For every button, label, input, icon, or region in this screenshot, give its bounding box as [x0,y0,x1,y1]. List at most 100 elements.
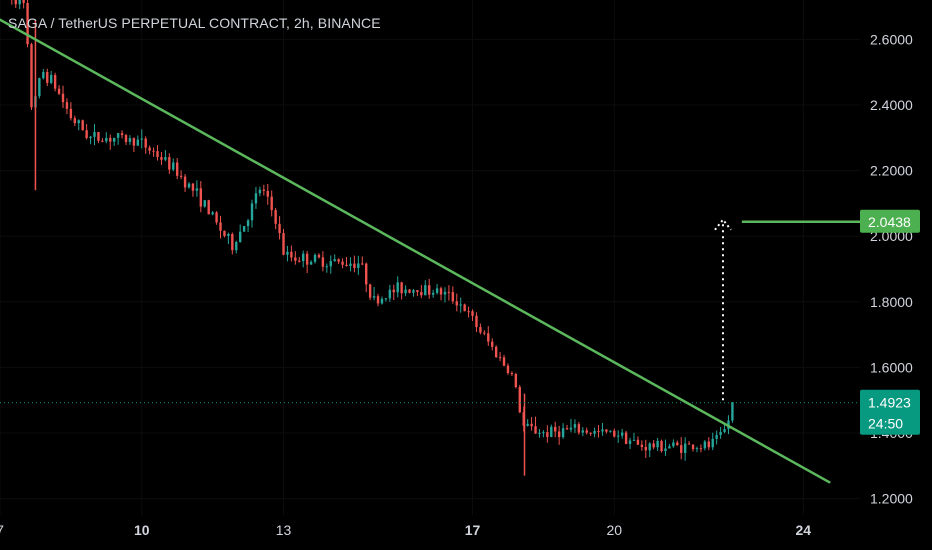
y-tick-label-0: 2.6000 [870,31,913,47]
candle-body [687,443,691,445]
bar-countdown-label: 24:50 [868,416,903,432]
candle-body [199,188,203,207]
trendline[interactable] [0,18,831,484]
candle-body [144,138,147,148]
candle-body [632,439,636,441]
candle-body [341,261,344,265]
candle-body [368,284,372,298]
candle-body [168,157,171,170]
x-tick-label-2: 13 [276,522,292,538]
price-axis[interactable]: 2.60002.40002.20002.00001.80001.60001.40… [870,31,913,506]
candle-body [156,151,159,158]
candle-body [116,133,120,138]
candle-body [207,200,210,215]
candle-body [463,304,466,312]
candle-body [518,387,521,413]
candle-body [333,259,336,262]
candle-body [30,44,33,108]
candle-body [530,423,533,427]
candle-body [101,140,104,142]
candle-body [699,448,703,450]
candle-body [321,257,325,267]
y-tick-label-5: 1.6000 [870,359,913,375]
candle-body [309,261,313,265]
y-tick-label-1: 2.4000 [870,97,913,113]
candle-body [227,233,230,236]
candle-body [640,444,644,447]
candle-body [487,333,490,342]
candle-body [676,442,679,446]
candle-body [416,290,419,293]
candle-body [683,443,687,453]
candle-body [392,289,395,293]
candle-body [140,138,143,140]
candle-body [506,365,510,374]
candle-body [148,147,151,151]
candle-body [349,263,352,267]
candle-body [624,432,628,444]
candle-body [53,75,57,89]
candle-body [325,266,329,268]
candle-body [294,257,297,261]
x-tick-label-3: 17 [465,522,481,538]
price-badges: 2.0438 1.4923 24:50 [860,209,920,435]
candle-body [61,93,65,103]
candle-body [514,374,518,388]
candle-body [254,193,258,204]
candle-body [585,430,588,433]
x-tick-label-4: 20 [606,522,622,538]
candle-body [715,434,718,439]
candle-body [691,444,695,450]
candle-body [573,424,577,428]
candle-body [620,432,624,436]
candle-body [305,253,309,265]
candle-body [270,196,273,211]
candle-body [38,78,41,97]
candle-body [57,88,61,94]
candle-body [376,296,380,304]
candle-body [89,136,92,139]
chart-grid [0,0,860,515]
overlays [0,18,860,484]
candle-body [420,292,423,296]
candle-body [601,429,604,432]
candle-body [443,291,447,295]
candle-body [191,183,195,191]
candle-body [431,292,435,295]
time-axis[interactable]: 7 10 13 17 20 24 [0,522,811,538]
candle-body [73,118,77,124]
last-price-label: 1.4923 [868,395,911,411]
candle-body [577,424,581,433]
candle-body [636,439,640,445]
candle-body [565,428,569,430]
candle-body [475,315,478,328]
candle-body [203,200,206,207]
candle-body [648,443,651,451]
candle-body [124,135,128,142]
candle-body [569,427,573,430]
candle-body [400,282,403,294]
candle-body [510,373,514,375]
candle-body [502,357,506,366]
candle-body [187,183,191,188]
y-tick-label-4: 1.8000 [870,294,913,310]
candle-body [298,260,301,262]
candle-body [266,190,269,197]
candle-body [396,282,399,293]
candle-body [112,137,116,142]
y-tick-label-7: 1.2000 [870,491,913,507]
candle-body [14,0,17,5]
candle-body [522,412,525,426]
candle-body [561,428,565,438]
candle-body [26,3,29,45]
candle-body [274,210,277,224]
candle-body [719,431,722,435]
candle-body [65,102,69,109]
candle-body [404,289,407,294]
candle-body [175,162,179,176]
candle-body [317,254,321,258]
candle-body [120,133,124,136]
candle-body [282,233,285,255]
candle-body [605,429,608,432]
